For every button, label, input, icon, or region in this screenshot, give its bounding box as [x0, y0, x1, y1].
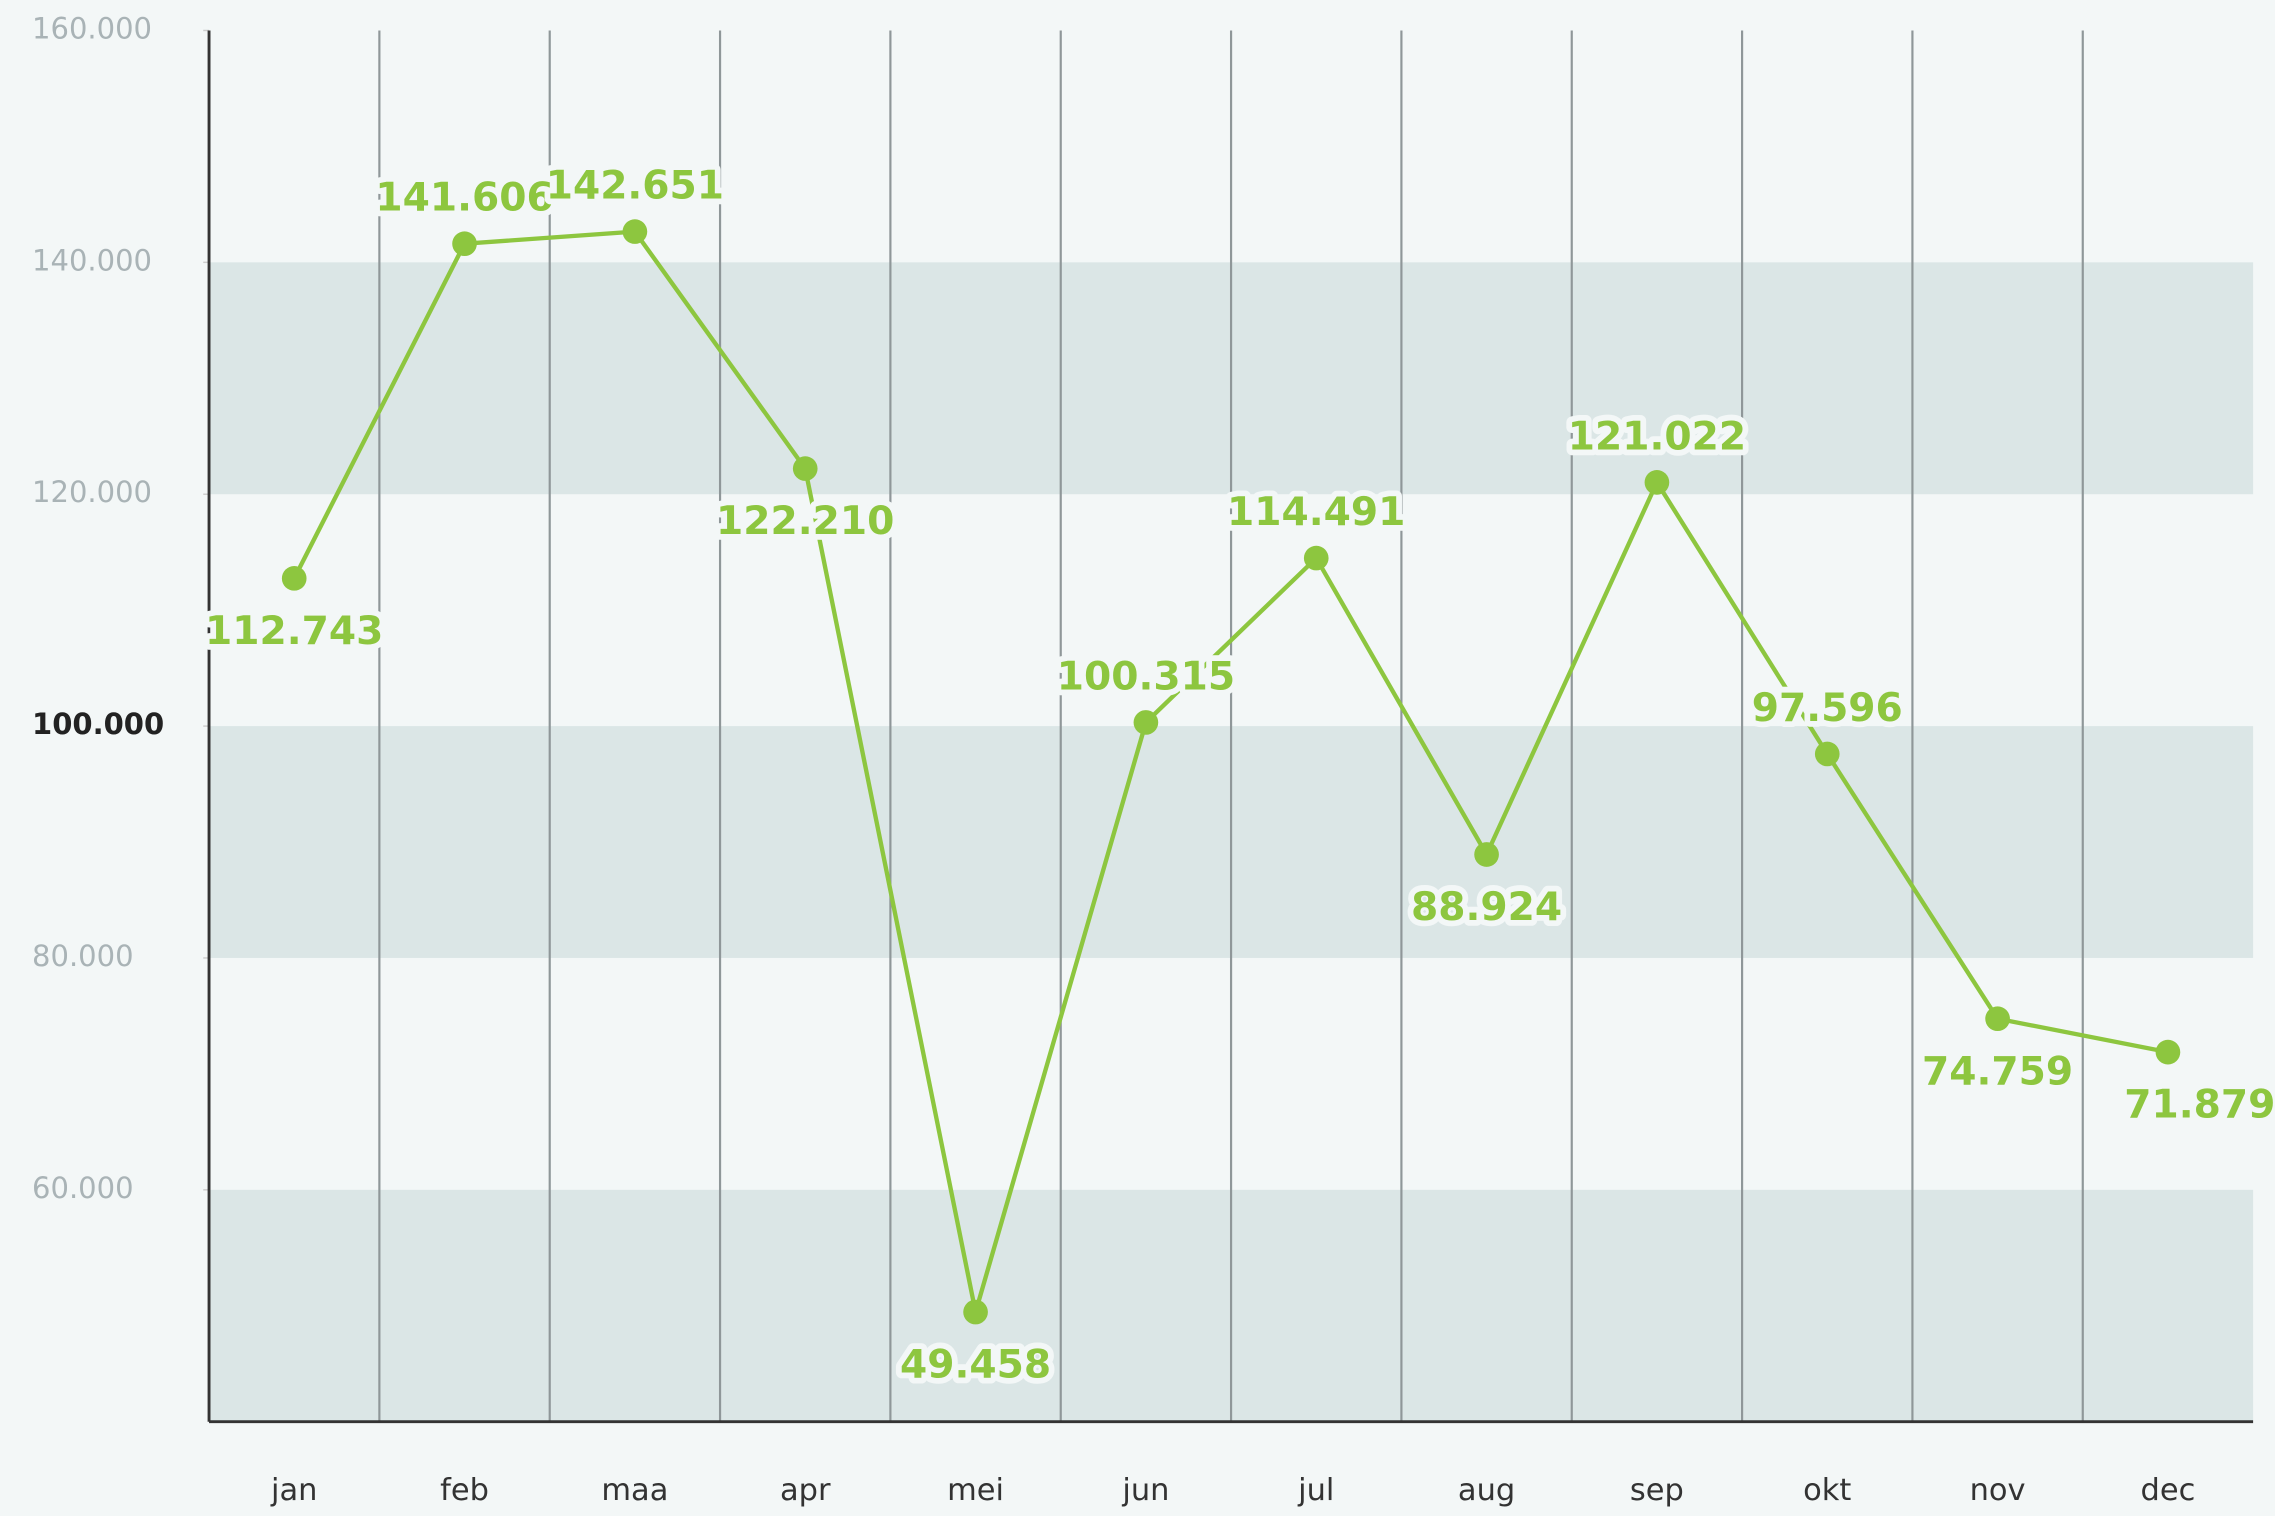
point [1303, 545, 1329, 571]
value-label: 49.458 [900, 1343, 1051, 1388]
x-tick-label: jun [1121, 1473, 1169, 1508]
line [292, 229, 2169, 1313]
point [1814, 741, 1840, 767]
y-tick-label: 160.000 [32, 11, 152, 45]
point [1985, 1006, 2010, 1032]
value-label: 114.491 [1227, 490, 1405, 535]
point [452, 231, 477, 257]
point [963, 1299, 988, 1325]
value-label: 142.651 [546, 164, 724, 209]
point [1133, 710, 1159, 735]
marks [281, 219, 2181, 1325]
x-tick-label: dec [2141, 1473, 2196, 1508]
value-label: 100.315 [1057, 654, 1235, 699]
grid [203, 29, 2254, 1424]
point [281, 566, 307, 591]
point [2155, 1039, 2181, 1065]
x-tick-label: nov [1970, 1473, 2026, 1508]
point [1474, 842, 1499, 867]
value-label: 97.596 [1752, 686, 1903, 731]
x-tick-label: jan [270, 1473, 317, 1508]
point [622, 219, 648, 244]
value-label: 71.879 [2124, 1083, 2275, 1128]
y-tick-label: 120.000 [32, 475, 152, 509]
value-label: 121.022 [1568, 414, 1746, 459]
y-tick-label: 140.000 [32, 243, 152, 277]
x-tick-label: apr [780, 1473, 831, 1508]
x-tick-label: feb [440, 1473, 489, 1508]
x-tick-label: okt [1803, 1473, 1851, 1508]
value-label: 88.924 [1411, 885, 1562, 930]
labels: 60.000 80.000 100.000 120.000 140.000 160.000… [32, 11, 2275, 1507]
value-label: 74.759 [1922, 1049, 2073, 1094]
value-label: 141.606 [375, 176, 553, 221]
x-tick-label: maa [601, 1473, 668, 1508]
x-tick-label: sep [1630, 1473, 1684, 1508]
y-tick-label: 80.000 [32, 939, 133, 973]
x-tick-label: mei [947, 1473, 1004, 1508]
value-label: 122.210 [716, 499, 894, 544]
x-tick-label: jul [1297, 1473, 1334, 1508]
point [792, 456, 818, 481]
point [1644, 470, 1670, 495]
y-tick-label: 100.000 [32, 707, 164, 741]
value-label: 112.743 [205, 609, 383, 654]
x-tick-label: aug [1458, 1473, 1515, 1508]
y-tick-label: 60.000 [32, 1171, 133, 1205]
